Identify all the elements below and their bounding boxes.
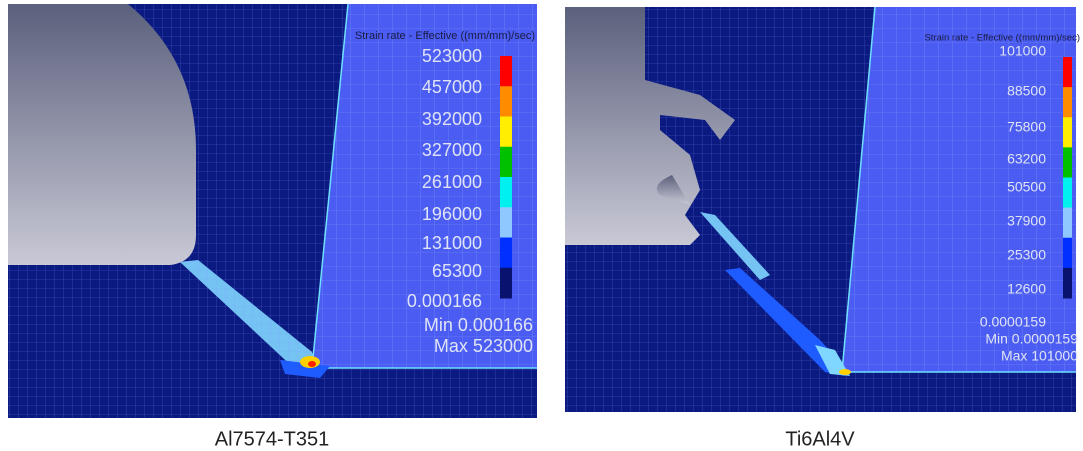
legend-label: 523000 <box>422 46 482 66</box>
legend-label: 101000 <box>999 43 1046 59</box>
color-bar-segment <box>1063 268 1072 299</box>
caption: Al7574-T351 <box>215 428 330 450</box>
color-bar <box>500 56 512 299</box>
color-bar-segment <box>500 147 512 178</box>
color-bar-segment <box>500 56 512 87</box>
legend-label: 75800 <box>1007 119 1046 135</box>
legend-label: 327000 <box>422 140 482 160</box>
min-label: Min 0.0000159 <box>985 331 1078 347</box>
legend-label: 261000 <box>422 172 482 192</box>
color-bar-segment <box>500 207 512 238</box>
legend-label: 457000 <box>422 77 482 97</box>
color-bar-segment <box>1063 117 1072 148</box>
figure: Strain rate - Effective ((mm/mm)/sec) 523… <box>0 0 1083 451</box>
color-bar-segment <box>1063 178 1072 209</box>
legend-label: 88500 <box>1007 83 1046 99</box>
legend-label: 63200 <box>1007 151 1046 167</box>
legend-label: 12600 <box>1007 281 1046 297</box>
simulation-image <box>565 7 1076 412</box>
caption: Ti6Al4V <box>785 428 855 450</box>
legend-title: Strain rate - Effective ((mm/mm)/sec) <box>355 30 535 42</box>
legend-label: 131000 <box>422 233 482 253</box>
color-bar-segment <box>1063 238 1072 269</box>
color-bar-segment <box>1063 87 1072 118</box>
color-bar-segment <box>500 177 512 208</box>
legend-label: 37900 <box>1007 213 1046 229</box>
color-bar-segment <box>500 238 512 269</box>
color-bar-segment <box>1063 147 1072 178</box>
color-bar-segment <box>500 268 512 299</box>
legend-label: 392000 <box>422 109 482 129</box>
color-bar <box>1063 57 1072 299</box>
legend-label: 50500 <box>1007 179 1046 195</box>
color-bar-segment <box>500 117 512 148</box>
max-label: Max 101000 <box>1001 348 1078 364</box>
max-label: Max 523000 <box>434 336 533 356</box>
legend-label: 0.000166 <box>407 291 482 311</box>
legend-label: 196000 <box>422 204 482 224</box>
color-bar-segment <box>1063 57 1072 88</box>
legend-label: 65300 <box>432 261 482 281</box>
color-bar-segment <box>500 86 512 117</box>
min-label: Min 0.000166 <box>424 315 533 335</box>
legend-label: 25300 <box>1007 247 1046 263</box>
color-bar-segment <box>1063 208 1072 239</box>
legend-label: 0.0000159 <box>980 314 1046 330</box>
